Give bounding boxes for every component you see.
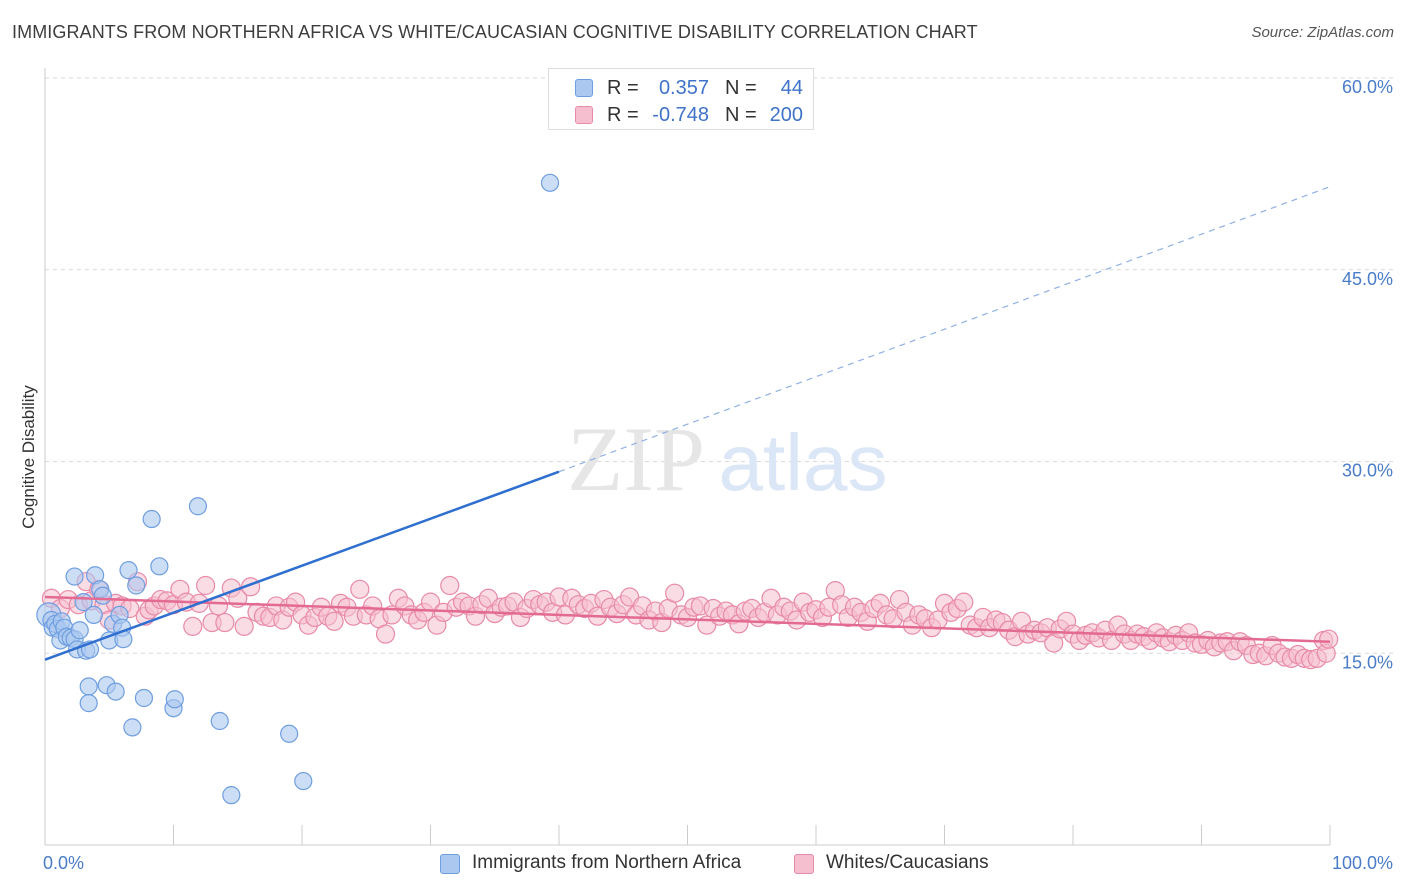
whites-point — [234, 616, 254, 637]
watermark-zip: ZIP — [567, 408, 705, 510]
r-label: R = — [607, 104, 639, 126]
axes — [44, 68, 1331, 846]
immigrants-point — [165, 690, 184, 709]
x-tick-labels: 0.0% 100.0% — [43, 853, 1393, 873]
y-tick-label: 60.0% — [1342, 77, 1393, 97]
n-label: N = — [725, 77, 757, 99]
whites-point — [1319, 629, 1339, 649]
immigrants-point — [119, 561, 138, 580]
y-tick-label: 45.0% — [1342, 269, 1393, 289]
immigrants-point — [70, 621, 89, 640]
y-tick-label: 30.0% — [1342, 461, 1393, 481]
immigrants-point — [93, 586, 112, 605]
x-tick-label-end: 100.0% — [1332, 853, 1393, 873]
watermark: ZIP atlas — [567, 408, 887, 510]
blue-legend-swatch — [440, 854, 460, 874]
immigrants-point — [84, 605, 103, 625]
immigrants-point — [79, 677, 98, 696]
legend-row-whites: R = -0.748 N = 200 — [549, 102, 813, 128]
immigrants-point — [134, 688, 154, 708]
correlation-legend: R = 0.357 N = 44 R = -0.748 N = 200 — [548, 68, 814, 130]
whites-point — [183, 616, 203, 637]
immigrants-northern-africa-points — [36, 173, 560, 805]
immigrants-point — [540, 173, 560, 192]
immigrants-point — [142, 509, 161, 529]
r-label: R = — [607, 77, 639, 99]
immigrants-point — [210, 711, 229, 731]
whites-point — [665, 583, 685, 603]
whites-point — [324, 611, 344, 631]
whites-point — [350, 579, 370, 599]
n-value: 44 — [780, 77, 803, 99]
source-credit: Source: ZipAtlas.com — [1251, 24, 1394, 41]
legend-row-immigrants: R = 0.357 N = 44 — [549, 75, 813, 101]
y-tick-labels: 15.0% 30.0% 45.0% 60.0% — [1342, 77, 1393, 672]
x-tick-label-start: 0.0% — [43, 853, 84, 873]
whites-point — [215, 612, 235, 633]
n-value: 200 — [769, 104, 803, 126]
trendline-immigrants-dashed — [558, 186, 1331, 473]
trendline-immigrants-solid — [44, 470, 560, 661]
immigrants-point — [79, 694, 98, 713]
immigrants-point — [294, 771, 313, 791]
watermark-atlas: atlas — [719, 418, 888, 507]
y-tick-label: 15.0% — [1342, 652, 1393, 672]
r-value: 0.357 — [658, 77, 709, 99]
pink-swatch — [575, 106, 593, 124]
legend-label-immigrants: Immigrants from Northern Africa — [472, 852, 742, 873]
trendlines — [44, 186, 1331, 661]
immigrants-point — [188, 497, 208, 516]
trendline-whites — [44, 595, 1331, 643]
chart-title: IMMIGRANTS FROM NORTHERN AFRICA VS WHITE… — [12, 22, 978, 42]
immigrants-point — [127, 576, 146, 595]
n-label: N = — [725, 104, 757, 126]
immigrants-point — [123, 718, 142, 737]
immigrants-point — [280, 724, 299, 743]
immigrants-point — [106, 682, 125, 701]
immigrants-point — [150, 557, 169, 576]
immigrants-point — [65, 567, 84, 586]
blue-swatch — [575, 79, 593, 97]
pink-legend-swatch — [794, 854, 814, 874]
whites-point — [375, 624, 396, 644]
whites-point — [196, 575, 216, 596]
r-value: -0.748 — [652, 104, 709, 126]
y-axis-label: Cognitive Disability — [19, 385, 38, 529]
legend-label-whites: Whites/Caucasians — [826, 852, 989, 873]
immigrants-point — [222, 786, 241, 805]
whites-point — [440, 575, 460, 596]
whites-point — [954, 592, 974, 612]
grid-lines — [45, 77, 1395, 654]
